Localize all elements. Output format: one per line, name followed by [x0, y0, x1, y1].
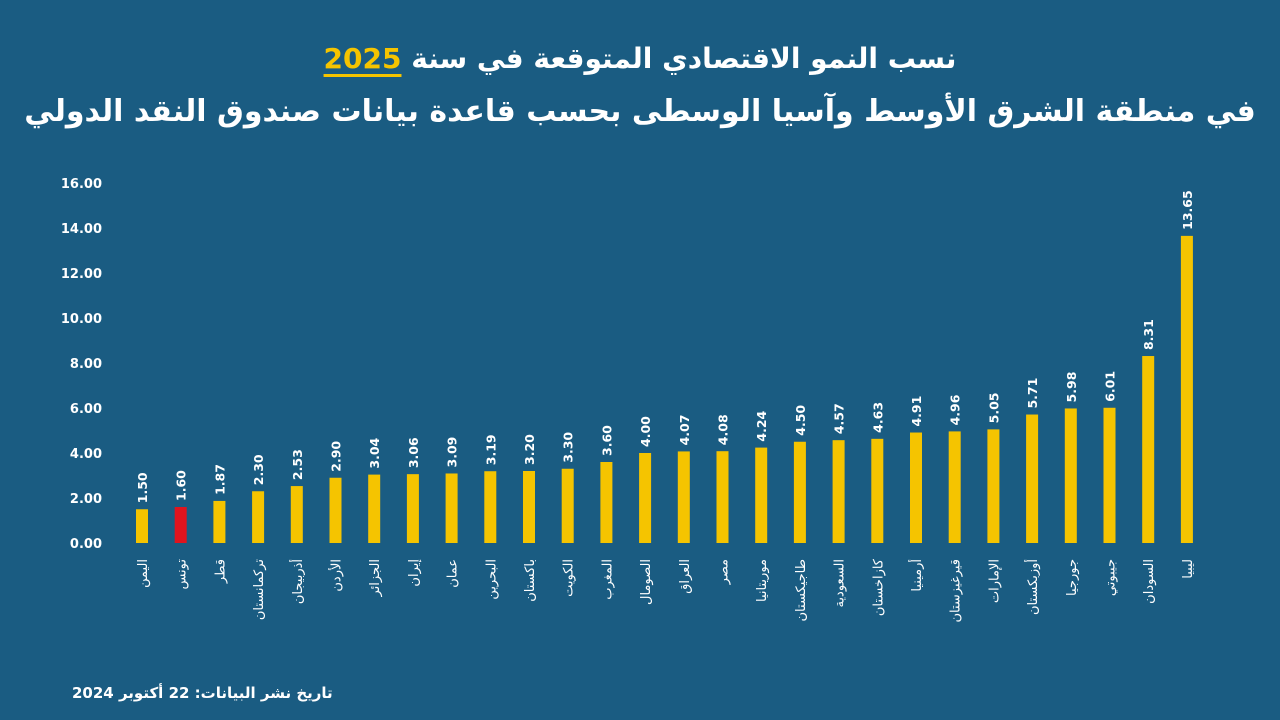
data-label: 2.30 [251, 454, 266, 485]
bar [406, 474, 419, 543]
data-label: 1.50 [135, 472, 150, 503]
data-label: 3.04 [367, 437, 382, 468]
bar-chart: 0.00 2.00 4.00 6.00 8.00 10.00 12.00 14.00 16.00… [61, 177, 1196, 623]
chart-title-line-2: في منطقة الشرق الأوسط وآسيا الوسطى بحسب … [24, 94, 1256, 129]
y-tick-label: 10.00 [61, 312, 102, 327]
title-year: 2025 [323, 42, 402, 75]
bar [600, 462, 613, 543]
bar [793, 441, 806, 543]
bar [755, 447, 768, 543]
bar [1180, 235, 1193, 543]
bar [948, 431, 961, 543]
bar [1142, 356, 1155, 543]
x-tick-label: السودان [1142, 559, 1157, 604]
x-tick-label: قطر [213, 559, 228, 584]
y-tick-label: 14.00 [61, 222, 102, 237]
bar [1026, 414, 1039, 543]
title-text: نسب النمو الاقتصادي المتوقعة في سنة [411, 42, 957, 75]
x-tick-label: عمان [446, 559, 461, 588]
x-tick-label: الصومال [639, 559, 654, 605]
data-label: 4.08 [716, 414, 731, 445]
x-tick-label: جورجيا [1065, 559, 1080, 596]
bar [677, 451, 690, 543]
bar [329, 477, 342, 543]
x-tick-label: قيرغيزستان [949, 559, 964, 623]
bar [1064, 408, 1077, 543]
data-label: 4.91 [909, 396, 924, 427]
y-tick-label: 12.00 [61, 267, 102, 282]
x-tick-label: العراق [678, 559, 693, 594]
data-label: 6.01 [1103, 371, 1118, 402]
bar [523, 471, 535, 543]
data-label: 13.65 [1180, 190, 1195, 230]
bar [910, 432, 922, 543]
data-label: 8.31 [1141, 319, 1156, 350]
bar [716, 451, 729, 543]
bar [174, 507, 187, 543]
data-label: 1.87 [212, 464, 227, 495]
bar [213, 500, 226, 543]
x-tick-label: جيبوتي [1104, 559, 1119, 596]
bar [484, 471, 497, 543]
bar [1103, 407, 1116, 543]
bar [290, 486, 303, 543]
data-label: 5.05 [986, 393, 1001, 424]
y-tick-label: 0.00 [70, 537, 102, 552]
data-label: 4.63 [870, 402, 885, 433]
data-label: 3.09 [445, 437, 460, 468]
data-label: 4.96 [948, 394, 963, 425]
data-label: 3.60 [599, 425, 614, 456]
data-label: 4.50 [793, 405, 808, 436]
data-label: 3.30 [561, 432, 576, 463]
data-label: 3.20 [522, 434, 537, 465]
data-label: 4.00 [638, 416, 653, 447]
bar [136, 509, 148, 543]
data-label: 4.07 [677, 415, 692, 446]
x-tick-label: أوزبكستان [1024, 559, 1041, 615]
publication-date: تاريخ نشر البيانات: 22 أكتوبر 2024 [72, 684, 333, 702]
data-label: 3.06 [406, 437, 421, 468]
data-label: 2.53 [290, 449, 305, 480]
data-label: 5.98 [1064, 372, 1079, 403]
x-tick-label: تونس [175, 559, 190, 590]
x-tick-label: ليبيا [1181, 559, 1196, 579]
bar [368, 474, 381, 543]
x-tick-label: الكويت [562, 559, 577, 597]
y-tick-label: 16.00 [61, 177, 102, 192]
data-label: 1.60 [174, 470, 189, 501]
bar [252, 491, 265, 543]
bar [871, 438, 884, 543]
x-tick-label: طاجيكستان [794, 559, 809, 621]
x-tick-label: المغرب [600, 559, 615, 600]
bar [832, 440, 845, 543]
x-tick-label: أرمينيا [908, 559, 925, 592]
data-label: 4.24 [754, 410, 769, 441]
x-tick-label: البحرين [484, 559, 499, 600]
x-tick-label: السعودية [833, 559, 848, 608]
bar [987, 429, 1000, 543]
x-tick-label: تركمانستان [252, 559, 267, 620]
data-label: 5.71 [1025, 378, 1040, 409]
x-tick-label: الجزائر [368, 559, 383, 598]
bar [561, 468, 574, 543]
bar [639, 453, 652, 543]
x-tick-label: باكستان [523, 559, 538, 602]
x-tick-label: اليمن [136, 559, 151, 588]
y-tick-label: 4.00 [70, 447, 102, 462]
x-tick-label: الأردن [328, 559, 345, 592]
x-tick-label: الإمارات [987, 559, 1002, 603]
x-tick-label: كازاخستان [871, 558, 886, 616]
chart-title-line-1: نسب النمو الاقتصادي المتوقعة في سنة 2025 [0, 42, 1280, 75]
y-tick-label: 6.00 [70, 402, 102, 417]
bar [445, 473, 458, 543]
y-tick-label: 2.00 [70, 492, 102, 507]
x-tick-label: مصر [717, 559, 732, 585]
y-tick-label: 8.00 [70, 357, 102, 372]
data-label: 3.19 [483, 434, 498, 465]
x-tick-label: موريتانيا [755, 559, 770, 602]
data-label: 4.57 [832, 403, 847, 434]
data-label: 2.90 [329, 441, 344, 472]
x-tick-label: أذربيجان [289, 559, 306, 604]
x-tick-label: إيران [407, 559, 422, 587]
